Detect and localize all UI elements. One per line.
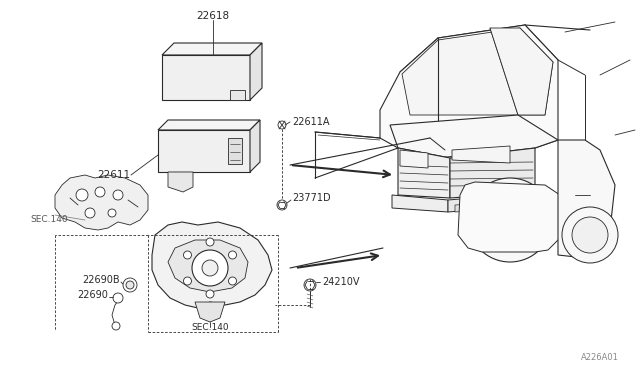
Polygon shape xyxy=(230,90,245,100)
Circle shape xyxy=(562,207,618,263)
Polygon shape xyxy=(558,140,615,258)
Circle shape xyxy=(206,238,214,246)
Circle shape xyxy=(184,251,191,259)
Circle shape xyxy=(192,250,228,286)
Circle shape xyxy=(498,208,522,232)
Circle shape xyxy=(480,190,540,250)
Polygon shape xyxy=(162,43,262,55)
Circle shape xyxy=(95,187,105,197)
Polygon shape xyxy=(228,138,242,164)
Circle shape xyxy=(76,189,88,201)
Circle shape xyxy=(228,277,237,285)
Circle shape xyxy=(123,278,137,292)
Polygon shape xyxy=(55,175,148,230)
Text: 24210V: 24210V xyxy=(322,277,360,287)
Polygon shape xyxy=(440,163,480,185)
Polygon shape xyxy=(452,146,510,163)
Text: SEC.140: SEC.140 xyxy=(191,324,229,333)
Polygon shape xyxy=(420,152,515,190)
Polygon shape xyxy=(458,182,565,252)
Circle shape xyxy=(572,217,608,253)
Polygon shape xyxy=(390,115,558,158)
Circle shape xyxy=(278,121,286,129)
Polygon shape xyxy=(168,172,193,192)
Circle shape xyxy=(228,251,237,259)
Circle shape xyxy=(468,178,552,262)
Circle shape xyxy=(112,322,120,330)
Text: 22690: 22690 xyxy=(77,290,108,300)
Text: 22611A: 22611A xyxy=(292,117,330,127)
Circle shape xyxy=(184,277,191,285)
Circle shape xyxy=(108,209,116,217)
Polygon shape xyxy=(392,195,448,212)
Circle shape xyxy=(206,290,214,298)
Circle shape xyxy=(126,281,134,289)
Polygon shape xyxy=(455,203,490,212)
Polygon shape xyxy=(380,25,558,148)
Polygon shape xyxy=(152,222,272,308)
Polygon shape xyxy=(158,130,250,172)
Circle shape xyxy=(450,167,466,183)
Text: SEC.140: SEC.140 xyxy=(30,215,68,224)
Text: 23771D: 23771D xyxy=(292,193,331,203)
Polygon shape xyxy=(168,240,248,292)
Polygon shape xyxy=(162,55,250,100)
Text: A226A01: A226A01 xyxy=(581,353,619,362)
Circle shape xyxy=(202,260,218,276)
Polygon shape xyxy=(448,193,533,212)
Polygon shape xyxy=(250,120,260,172)
Circle shape xyxy=(113,190,123,200)
Polygon shape xyxy=(398,148,450,198)
Polygon shape xyxy=(402,28,553,115)
Text: 22618: 22618 xyxy=(196,11,230,21)
Circle shape xyxy=(277,200,287,210)
Circle shape xyxy=(113,293,123,303)
Polygon shape xyxy=(250,43,262,100)
Text: 22611: 22611 xyxy=(97,170,130,180)
Polygon shape xyxy=(158,120,260,130)
Circle shape xyxy=(304,279,316,291)
Circle shape xyxy=(85,208,95,218)
Polygon shape xyxy=(490,28,553,115)
Polygon shape xyxy=(400,150,428,168)
Text: 22690B: 22690B xyxy=(83,275,120,285)
Polygon shape xyxy=(195,302,225,322)
Polygon shape xyxy=(450,148,535,198)
